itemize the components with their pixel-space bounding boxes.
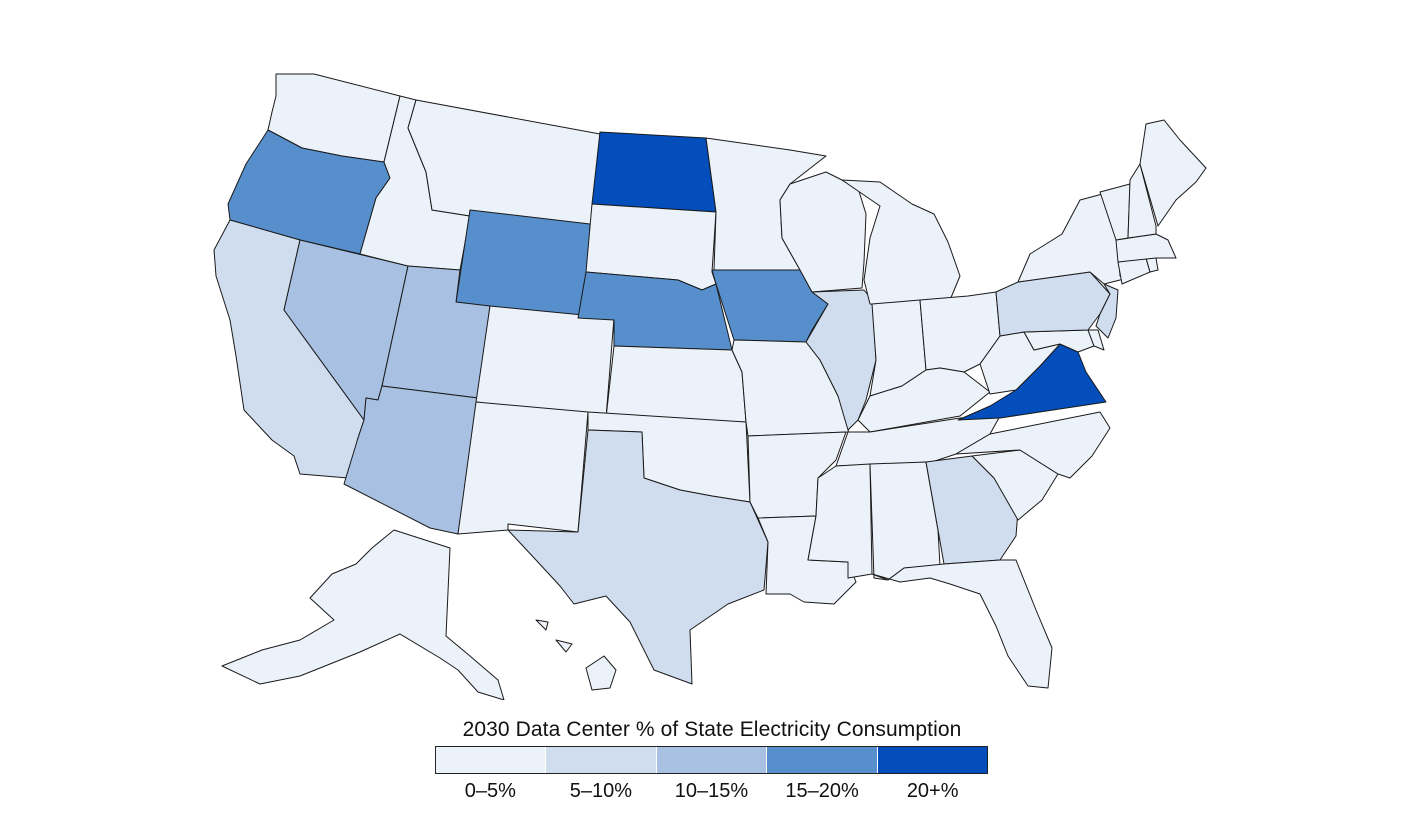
state-wyoming: Wyoming [455,209,591,321]
legend-labels: 0–5% 5–10% 10–15% 15–20% 20+% [435,780,988,803]
legend-title: 2030 Data Center % of State Electricity … [462,718,962,741]
state-kentucky: Kentucky [857,367,991,433]
state-texas: Texas [507,429,769,685]
legend-label-10-15: 10–15% [674,780,749,802]
legend-swatch-15-20 [767,747,878,773]
legend-color-bar [435,746,988,774]
legend: 2030 Data Center % of State Electricity … [0,712,1404,812]
legend-label-15-20: 15–20% [785,780,859,802]
state-new-mexico: New Mexico [457,401,589,535]
state-new-jersey: New Jersey [1095,283,1119,339]
state-kansas: Kansas [605,345,747,423]
legend-label-5-10: 5–10% [569,780,633,802]
us-choropleth-map: WashingtonOregonCaliforniaNevadaIdahoMon… [213,73,1207,700]
legend-swatch-0-5 [436,747,547,773]
legend-label-0-5: 0–5% [464,780,516,802]
legend-swatch-10-15 [656,747,768,773]
state-colorado: Colorado [475,305,615,419]
state-mississippi: Mississippi [807,463,873,579]
state-pennsylvania: Pennsylvania [995,271,1111,337]
legend-swatch-5-10 [546,747,657,773]
state-north-dakota: North Dakota [591,131,717,213]
state-maine: Maine [1139,119,1207,227]
state-delaware: Delaware [1087,329,1105,351]
legend-swatch-20-plus [877,747,988,773]
state-north-carolina: North Carolina [955,411,1111,479]
legend-label-20-plus: 20+% [906,780,959,802]
state-alaska: Alaska [221,529,505,700]
us-map-svg: WashingtonOregonCaliforniaNevadaIdahoMon… [213,73,1207,700]
state-new-hampshire: New Hampshire [1127,163,1157,239]
state-hawaii: Hawaii [535,619,617,691]
state-montana: Montana [407,99,601,227]
state-florida: Florida [871,559,1053,689]
